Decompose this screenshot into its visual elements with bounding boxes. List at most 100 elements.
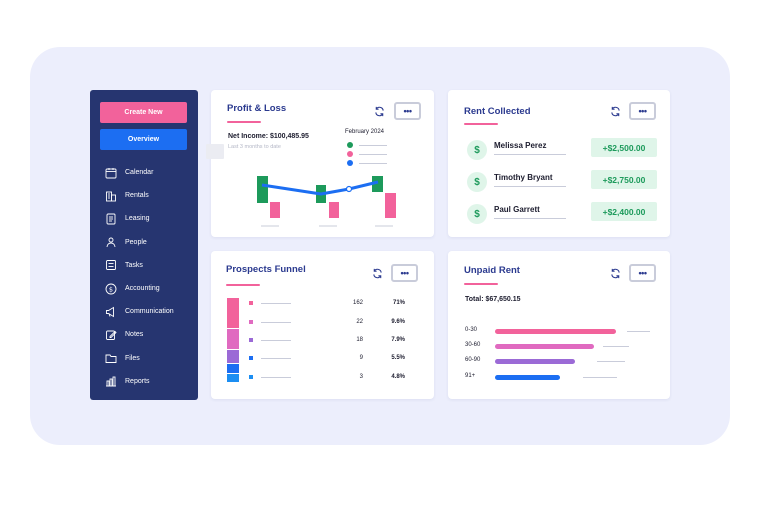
sidebar-item-reports[interactable]: Reports [105,370,195,393]
rent-row[interactable]: $ Paul Garrett +$2,400.00 [467,202,657,226]
trend-point [345,185,353,193]
aging-row: 30-60 [465,342,665,352]
funnel-percent: 9.6% [391,319,405,325]
funnel-percent: 4.8% [391,374,405,380]
tenant-name: Paul Garrett [494,205,540,214]
sidebar-item-communication[interactable]: Communication [105,300,195,323]
sidebar-item-label: People [125,238,147,246]
dollar-icon: $ [467,172,487,192]
aging-row: 0-30 [465,327,665,337]
funnel-percent: 5.5% [391,355,405,361]
funnel-segment [227,350,239,363]
sidebar-nav: Calendar Rentals Leasing People Tasks $ … [105,161,195,393]
net-income: Net Income: $100,485.95 [228,133,309,140]
document-icon [106,213,116,225]
chart-bar [257,176,268,203]
dollar-icon: $ [467,204,487,224]
chart-bar [329,202,339,218]
refresh-icon[interactable] [610,268,621,279]
legend-item [347,160,387,166]
amount-badge: +$2,400.00 [591,202,657,221]
aging-bar [495,344,594,349]
tasks-icon [106,260,116,271]
megaphone-icon [106,306,114,318]
unpaid-total: Total: $67,650.15 [465,296,521,303]
dollar-circle-icon: $ [105,283,117,294]
title-underline [227,121,261,123]
dollar-icon: $ [467,140,487,160]
tenant-name: Timothy Bryant [494,173,553,182]
refresh-icon[interactable] [374,106,385,117]
funnel-percent: 71% [392,300,405,306]
legend-dot [347,142,353,148]
sidebar-item-label: Rentals [125,192,149,200]
rent-row[interactable]: $ Timothy Bryant +$2,750.00 [467,170,657,194]
sidebar: Create New Overview Calendar Rentals Lea… [90,90,198,400]
card-title: Prospects Funnel [226,264,306,275]
aging-label: 60-90 [465,357,481,363]
more-options-button[interactable]: ••• [629,102,656,120]
people-icon [106,237,116,248]
funnel-row: 162 71% [249,294,419,312]
sidebar-item-people[interactable]: People [105,231,195,254]
sidebar-item-rentals[interactable]: Rentals [105,184,195,207]
funnel-segment [227,329,239,349]
scroll-tab [206,144,224,159]
more-options-button[interactable]: ••• [629,264,656,282]
card-title: Rent Collected [464,106,531,117]
refresh-icon[interactable] [372,268,383,279]
folder-icon [105,354,117,364]
aging-label: 30-60 [465,342,481,348]
sidebar-item-label: Communication [125,308,174,316]
sidebar-item-leasing[interactable]: Leasing [105,207,195,230]
create-new-button[interactable]: Create New [100,102,187,123]
legend-dot [347,151,353,157]
funnel-count: 22 [356,319,363,325]
prospects-funnel-card: Prospects Funnel ••• 162 71% 22 9.6% 18 … [211,251,434,399]
chart-bar [385,193,396,218]
date-range: Last 3 months to date [228,144,281,150]
sidebar-item-label: Calendar [125,169,154,177]
more-options-button[interactable]: ••• [391,264,418,282]
chart-bar [270,202,280,218]
sidebar-item-label: Files [125,354,140,362]
overview-button[interactable]: Overview [100,129,187,150]
chart-icon [106,376,116,387]
funnel-segment [227,374,239,382]
sidebar-item-notes[interactable]: Notes [105,323,195,346]
legend-dot [347,160,353,166]
building-icon [106,191,116,202]
sidebar-item-label: Tasks [125,261,143,269]
aging-label: 91+ [465,373,476,379]
month-label: February 2024 [345,129,385,135]
sidebar-item-label: Accounting [125,285,160,293]
title-underline [464,123,498,125]
title-underline [464,283,498,285]
sidebar-item-accounting[interactable]: $ Accounting [105,277,195,300]
funnel-count: 9 [359,355,363,361]
sidebar-item-tasks[interactable]: Tasks [105,254,195,277]
sidebar-item-files[interactable]: Files [105,347,195,370]
refresh-icon[interactable] [610,106,621,117]
title-underline [226,284,260,286]
calendar-icon [105,167,117,179]
sidebar-item-calendar[interactable]: Calendar [105,161,195,184]
funnel-segment [227,298,239,328]
funnel-count: 3 [359,374,363,380]
edit-icon [106,330,117,340]
tenant-name: Melissa Perez [494,141,547,150]
aging-row: 91+ [465,373,665,383]
more-options-button[interactable]: ••• [394,102,421,120]
card-title: Profit & Loss [227,103,287,114]
profit-loss-chart [257,176,396,227]
rent-row[interactable]: $ Melissa Perez +$2,500.00 [467,138,657,162]
rent-collected-card: Rent Collected ••• $ Melissa Perez +$2,5… [448,90,670,237]
sidebar-item-label: Reports [125,377,150,385]
aging-row: 60-90 [465,357,665,367]
funnel-percent: 7.9% [391,337,405,343]
legend-item [347,151,387,157]
sidebar-item-label: Notes [125,331,144,339]
funnel-segment [227,364,239,373]
aging-bar [495,329,616,334]
profit-loss-card: Profit & Loss ••• Net Income: $100,485.9… [211,90,434,237]
